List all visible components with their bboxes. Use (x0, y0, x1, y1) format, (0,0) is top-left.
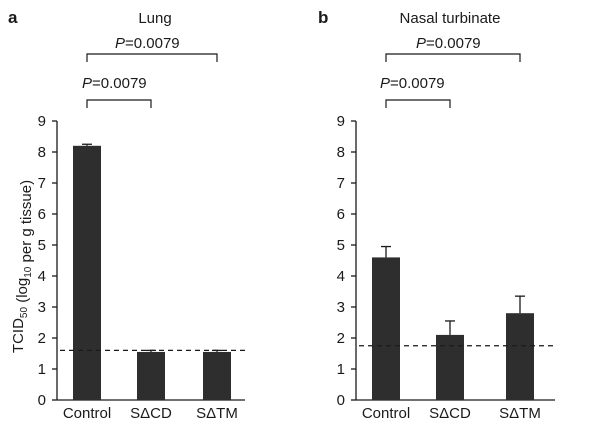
panel-title: Nasal turbinate (400, 10, 501, 27)
y-tick-label: 9 (38, 113, 46, 130)
significance-bracket (86, 53, 218, 62)
bar-control (372, 257, 400, 400)
significance-bracket (385, 53, 521, 62)
y-tick-label: 3 (337, 299, 345, 316)
y-tick-label: 2 (337, 330, 345, 347)
category-label: SΔTM (499, 405, 541, 422)
panel-letter: b (318, 8, 328, 27)
category-label: Control (63, 405, 111, 422)
y-tick-label: 0 (337, 392, 345, 409)
y-tick-label: 8 (337, 144, 345, 161)
category-label: SΔTM (196, 405, 238, 422)
p-value-label: P=0.0079 (115, 35, 180, 52)
y-tick-label: 9 (337, 113, 345, 130)
y-tick-label: 4 (38, 268, 46, 285)
p-value-label: P=0.0079 (82, 75, 147, 92)
panel-title: Lung (138, 10, 171, 27)
y-tick-label: 3 (38, 299, 46, 316)
y-tick-label: 0 (38, 392, 46, 409)
panel-b: b Nasal turbinate 0 1 2 3 4 5 6 7 8 9 Control SΔCD SΔT… (318, 8, 555, 422)
y-tick-label: 2 (38, 330, 46, 347)
significance-bracket (385, 99, 451, 108)
category-label: SΔCD (429, 405, 471, 422)
y-tick-label: 7 (337, 175, 345, 192)
bar-s-cd (436, 334, 464, 400)
bar-s-cd (137, 351, 165, 400)
y-tick-label: 1 (38, 361, 46, 378)
y-tick-label: 5 (38, 237, 46, 254)
category-label: SΔCD (130, 405, 172, 422)
y-axis-label: TCID50 (log10 per g tissue) (10, 180, 35, 353)
p-value-label: P=0.0079 (380, 75, 445, 92)
panel-letter: a (8, 8, 18, 27)
y-tick-label: 8 (38, 144, 46, 161)
y-tick-label: 4 (337, 268, 345, 285)
significance-bracket (86, 99, 152, 108)
y-tick-label: 6 (38, 206, 46, 223)
y-tick-label: 1 (337, 361, 345, 378)
y-tick-label: 5 (337, 237, 345, 254)
panel-a: a Lung 0 1 2 3 4 5 6 7 8 9 TCID50 (log10 per g tissu… (8, 8, 245, 422)
y-tick-label: 6 (337, 206, 345, 223)
bar-s-tm (506, 313, 534, 400)
category-label: Control (362, 405, 410, 422)
y-tick-label: 7 (38, 175, 46, 192)
bar-s-tm (203, 351, 231, 400)
bar-control (73, 145, 101, 400)
p-value-label: P=0.0079 (416, 35, 481, 52)
